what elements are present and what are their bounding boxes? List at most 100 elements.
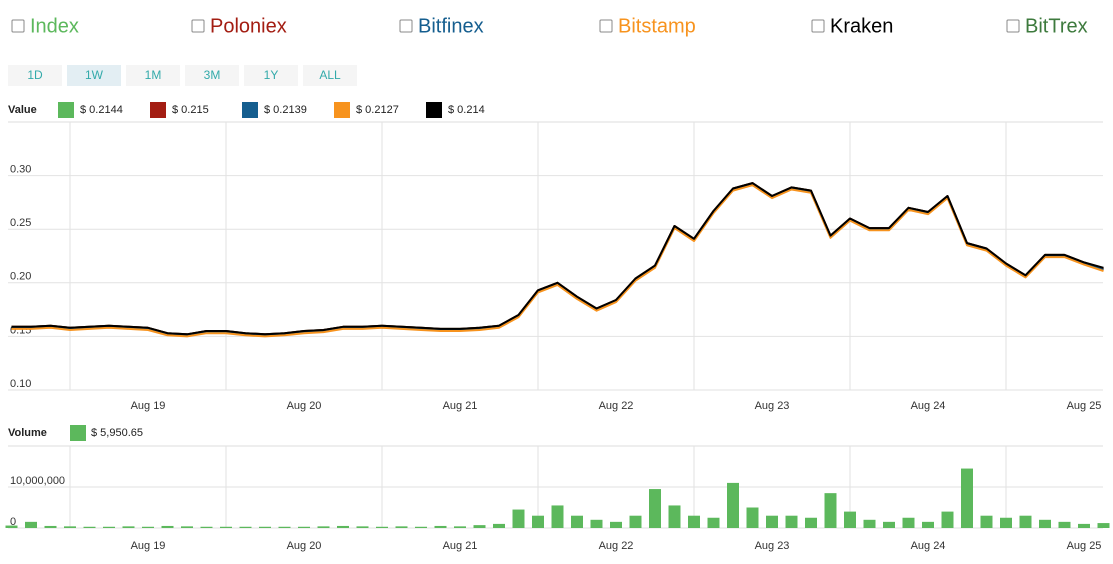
volume-bar <box>25 521 37 528</box>
x-tick-label: Aug 24 <box>911 540 946 552</box>
legend-swatch <box>426 102 442 118</box>
exchange-label[interactable]: Index <box>30 15 79 37</box>
range-button[interactable] <box>244 65 298 86</box>
checkbox[interactable] <box>191 19 205 33</box>
checkbox[interactable] <box>1006 19 1020 33</box>
x-tick-label: Aug 21 <box>443 400 478 412</box>
x-tick-label: Aug 23 <box>755 400 790 412</box>
y-tick-label: 0.25 <box>10 217 31 229</box>
volume-bar <box>883 521 895 528</box>
x-tick-label: Aug 20 <box>287 400 322 412</box>
price-line <box>11 183 1104 337</box>
volume-bar <box>220 526 232 528</box>
volume-bar <box>941 511 954 528</box>
volume-bar <box>649 489 661 528</box>
range-button-label[interactable]: 1Y <box>264 68 279 82</box>
volume-bar <box>727 482 739 528</box>
volume-bar <box>493 523 505 528</box>
range-button-label[interactable]: 1W <box>85 68 104 82</box>
volume-bar <box>980 515 993 528</box>
volume-bar <box>571 515 583 528</box>
x-tick-label: Aug 25 <box>1067 400 1102 412</box>
legend-value: $ 0.215 <box>172 104 209 116</box>
range-button[interactable] <box>8 65 62 86</box>
range-button-label[interactable]: ALL <box>319 68 341 82</box>
volume-bar <box>83 526 96 528</box>
exchange-label[interactable]: Bitfinex <box>418 15 484 37</box>
volume-bar <box>668 505 681 528</box>
volume-bar <box>337 525 349 528</box>
range-button[interactable] <box>67 65 121 86</box>
volume-bar <box>415 526 427 528</box>
price-line <box>11 184 1104 338</box>
y-tick-label: 0.20 <box>10 271 31 283</box>
y-tick-label: 0.10 <box>10 378 31 390</box>
checkbox[interactable] <box>811 19 825 33</box>
volume-bar <box>766 515 778 528</box>
x-tick-label: Aug 22 <box>599 400 634 412</box>
legend-swatch <box>242 102 258 118</box>
range-button[interactable] <box>185 65 239 86</box>
range-button-label[interactable]: 3M <box>204 68 221 82</box>
volume-bar <box>1000 517 1012 528</box>
legend-swatch <box>58 102 74 118</box>
volume-bar <box>590 519 603 528</box>
volume-bar <box>356 526 369 528</box>
volume-bar <box>551 505 564 528</box>
range-button[interactable] <box>303 65 357 86</box>
price-line <box>11 182 1104 336</box>
exchange-label[interactable]: Poloniex <box>210 15 287 37</box>
volume-bar <box>142 526 154 528</box>
x-tick-label: Aug 19 <box>131 540 166 552</box>
volume-bar <box>278 526 291 528</box>
x-tick-label: Aug 23 <box>755 540 790 552</box>
volume-bar <box>1078 523 1090 528</box>
range-button[interactable] <box>126 65 180 86</box>
range-button-label[interactable]: 1D <box>27 68 43 82</box>
legend-value: $ 5,950.65 <box>91 427 143 439</box>
volume-bar <box>1019 515 1032 528</box>
volume-bar <box>473 525 486 528</box>
volume-bar <box>161 525 174 528</box>
volume-bar <box>44 525 57 528</box>
volume-bar <box>376 526 388 528</box>
volume-bar <box>200 526 213 528</box>
volume-bar <box>824 493 837 528</box>
volume-bar <box>64 526 76 528</box>
volume-bar <box>317 526 330 528</box>
volume-bar <box>395 526 408 528</box>
volume-bar <box>239 526 252 528</box>
volume-bar <box>902 517 915 528</box>
volume-bar <box>5 525 18 528</box>
exchange-label[interactable]: BitTrex <box>1025 15 1088 37</box>
volume-bar <box>863 519 876 528</box>
volume-bar <box>122 526 135 528</box>
legend-swatch <box>70 425 86 441</box>
volume-bar <box>629 515 642 528</box>
volume-bar <box>1039 519 1051 528</box>
legend-swatch <box>334 102 350 118</box>
exchange-label[interactable]: Bitstamp <box>618 15 696 37</box>
volume-bar <box>259 526 271 528</box>
volume-bar <box>1058 521 1071 528</box>
volume-bar <box>961 468 973 528</box>
x-tick-label: Aug 22 <box>599 540 634 552</box>
volume-bar <box>434 525 447 528</box>
range-button-label[interactable]: 1M <box>145 68 162 82</box>
volume-bar <box>103 526 115 528</box>
checkbox[interactable] <box>11 19 25 33</box>
checkbox[interactable] <box>399 19 413 33</box>
exchange-label[interactable]: Kraken <box>830 15 893 37</box>
volume-bar <box>785 515 798 528</box>
x-tick-label: Aug 21 <box>443 540 478 552</box>
volume-bar <box>922 521 934 528</box>
volume-bar <box>532 515 544 528</box>
legend-value: $ 0.2127 <box>356 104 399 116</box>
volume-bar <box>454 526 466 528</box>
legend-value: $ 0.214 <box>448 104 485 116</box>
legend-title: Volume <box>8 427 47 439</box>
legend-title: Value <box>8 104 37 116</box>
volume-bar <box>610 521 622 528</box>
checkbox[interactable] <box>599 19 613 33</box>
